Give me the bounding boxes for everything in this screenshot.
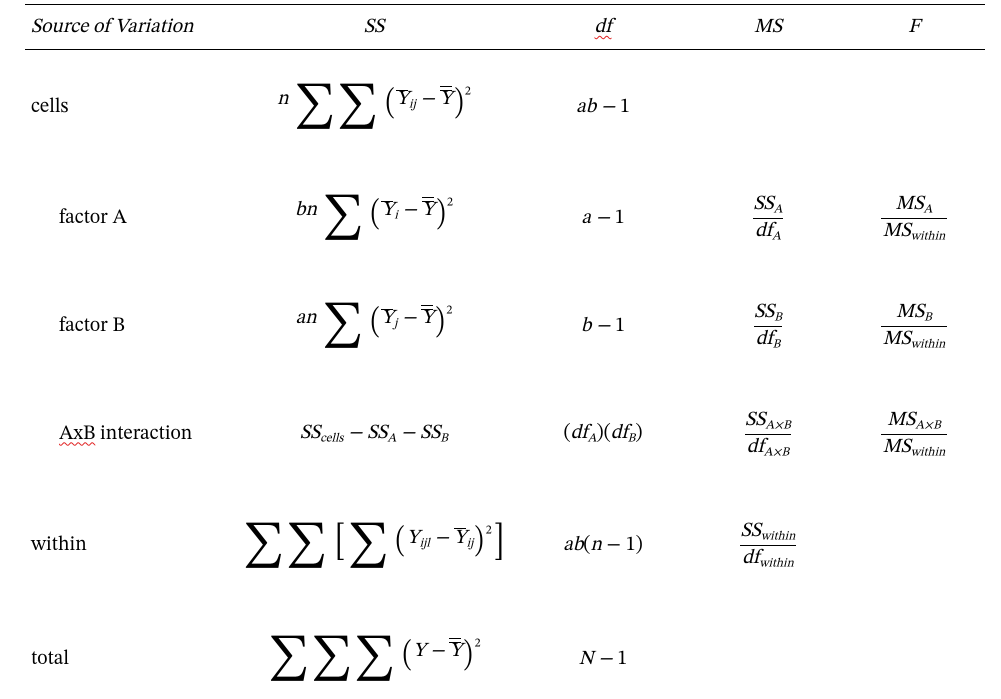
label-cells: cells [25,50,235,165]
f-within [843,488,985,602]
label-within: within [25,488,235,602]
ss-axb: SScells − SSA − SSB [235,380,513,488]
ss-factor-b: an ∑ (Yj − Y)2 [235,272,513,380]
row-axb: AxB interaction SScells − SSA − SSB (dfA… [25,380,985,488]
col-df: df [513,5,693,50]
label-axb: AxB interaction [25,380,235,488]
ss-cells: n ∑∑ (Yij − Y)2 [235,50,513,165]
df-axb: (dfA)(dfB) [513,380,693,488]
row-factor-a: factor A bn ∑ (Yi − Y)2 a − 1 SSA dfA [25,164,985,272]
row-total: total ∑∑∑ (Y − Y)2 N − 1 [25,602,985,699]
df-within: ab(n − 1) [513,488,693,602]
ms-cells [693,50,843,165]
ms-within: SSwithin dfwithin [693,488,843,602]
ss-total: ∑∑∑ (Y − Y)2 [235,602,513,699]
ss-factor-a: bn ∑ (Yi − Y)2 [235,164,513,272]
f-factor-b: MSB MSwithin [843,272,985,380]
df-total: N − 1 [513,602,693,699]
col-f: F [843,5,985,50]
ms-factor-b: SSB dfB [693,272,843,380]
ms-total [693,602,843,699]
label-axb-word: AxB [59,424,95,444]
f-factor-a: MSA MSwithin [843,164,985,272]
row-within: within ∑∑ [∑ (Yijl − Yij)2] ab(n − 1) SS… [25,488,985,602]
col-source: Source of Variation [25,5,235,50]
row-factor-b: factor B an ∑ (Yj − Y)2 b − 1 SSB dfB [25,272,985,380]
col-ms: MS [693,5,843,50]
label-interaction: interaction [95,424,192,444]
header-df-text: df [595,17,612,37]
label-total: total [25,602,235,699]
ms-factor-a: SSA dfA [693,164,843,272]
f-total [843,602,985,699]
f-cells [843,50,985,165]
df-factor-a: a − 1 [513,164,693,272]
col-ss: SS [235,5,513,50]
df-cells: ab − 1 [513,50,693,165]
row-cells: cells n ∑∑ (Yij − Y)2 ab − 1 [25,50,985,165]
ss-within: ∑∑ [∑ (Yijl − Yij)2] [235,488,513,602]
label-factor-a: factor A [25,164,235,272]
ms-axb: SSA×B dfA×B [693,380,843,488]
label-factor-b: factor B [25,272,235,380]
f-axb: MSA×B MSwithin [843,380,985,488]
df-factor-b: b − 1 [513,272,693,380]
anova-table: Source of Variation SS df MS F cells n ∑… [25,4,985,699]
header-row: Source of Variation SS df MS F [25,5,985,50]
